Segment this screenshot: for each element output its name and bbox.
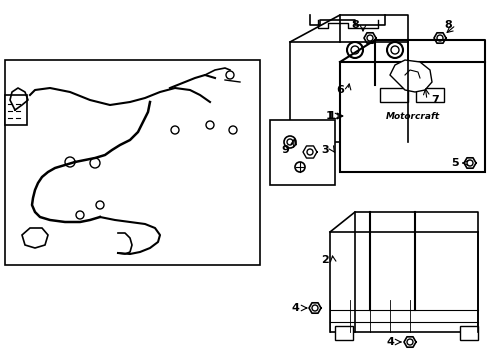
Text: 3: 3 [321, 145, 329, 155]
Circle shape [287, 139, 293, 145]
Text: 8: 8 [351, 20, 359, 30]
Polygon shape [22, 228, 48, 248]
Circle shape [312, 305, 318, 311]
Circle shape [229, 126, 237, 134]
Circle shape [351, 46, 359, 54]
Bar [380, 88, 408, 102]
Circle shape [307, 149, 313, 155]
Circle shape [96, 201, 104, 209]
Text: 2: 2 [321, 255, 329, 265]
Text: 1: 1 [326, 111, 334, 121]
Text: 9: 9 [281, 145, 289, 155]
Bar [340, 62, 485, 172]
Circle shape [284, 136, 296, 148]
Bar [290, 42, 408, 142]
Bar [460, 326, 478, 340]
Text: 8: 8 [444, 20, 452, 30]
Circle shape [437, 35, 443, 41]
Circle shape [206, 121, 214, 129]
Text: 4: 4 [291, 303, 299, 313]
Circle shape [407, 339, 413, 345]
Circle shape [391, 46, 399, 54]
Circle shape [367, 35, 373, 41]
Text: 5: 5 [451, 158, 459, 168]
Circle shape [90, 158, 100, 168]
Bar [270, 120, 335, 185]
Bar [335, 326, 353, 340]
Bar [5, 95, 27, 125]
Text: 4: 4 [386, 337, 394, 347]
Text: 1: 1 [328, 111, 336, 121]
Circle shape [171, 126, 179, 134]
Polygon shape [390, 60, 432, 92]
Bar [5, 60, 260, 265]
Circle shape [295, 162, 305, 172]
Circle shape [226, 71, 234, 79]
Circle shape [347, 42, 363, 58]
Bar [416, 88, 444, 102]
Text: 7: 7 [431, 95, 439, 105]
Circle shape [65, 157, 75, 167]
Text: Motorcraft: Motorcraft [386, 112, 440, 121]
Circle shape [467, 160, 473, 166]
Bar [330, 232, 478, 332]
Text: 6: 6 [336, 85, 344, 95]
Circle shape [76, 211, 84, 219]
Circle shape [387, 42, 403, 58]
